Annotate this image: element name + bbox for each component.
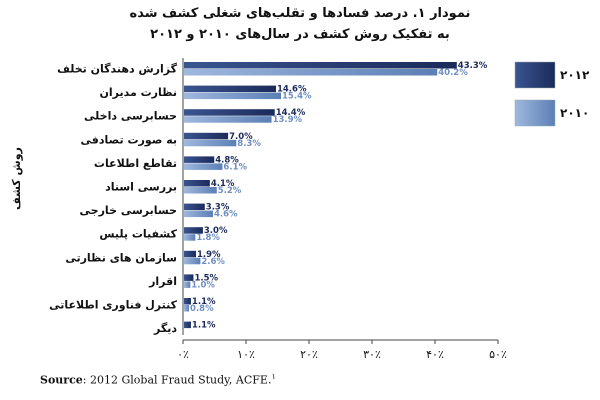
category-label: دیگر <box>153 322 177 335</box>
y-axis-label: روش کشف <box>10 147 23 210</box>
legend-label: ۲۰۱۰ <box>560 106 589 120</box>
category-label: به صورت تصادفی <box>81 133 177 146</box>
bar <box>184 139 237 147</box>
data-label: 3.3% <box>206 203 230 213</box>
category-label: سازمان های نظارتی <box>65 251 177 264</box>
data-label: 40.2% <box>438 68 468 78</box>
bar <box>184 321 191 329</box>
category-label: کشفیات پلیس <box>99 228 177 241</box>
bar <box>184 109 275 116</box>
data-label: 14.4% <box>276 108 306 118</box>
chart-subtitle: به تفکیک روش کشف در سال‌های ۲۰۱۰ و ۲۰۱۲ <box>150 27 450 42</box>
data-label: 1.1% <box>192 321 216 331</box>
bar <box>184 234 196 241</box>
category-label: حسابرسی خارجی <box>80 204 177 217</box>
data-label: 7.0% <box>229 132 253 142</box>
legend-swatch <box>514 99 556 127</box>
source-text: : 2012 Global Fraud Study, ACFE. <box>82 373 272 387</box>
bar <box>184 203 205 211</box>
data-label: 1.5% <box>194 273 218 283</box>
data-label: 8.3% <box>237 139 261 149</box>
data-label: 4.6% <box>214 210 238 220</box>
bar <box>184 250 196 258</box>
category-label: بررسی اسناد <box>105 181 177 194</box>
source-note: Source: 2012 Global Fraud Study, ACFE.۱ <box>40 372 276 387</box>
chart-title: نمودار ۱. درصد فسادها و تقلب‌های شغلی کش… <box>129 6 471 21</box>
legend-swatch <box>514 61 556 89</box>
bar <box>184 210 213 218</box>
data-label: 13.9% <box>273 115 303 125</box>
bar <box>184 257 201 265</box>
bar <box>184 116 272 123</box>
bar <box>184 85 276 93</box>
data-label: 5.2% <box>218 186 242 196</box>
category-label: گزارش دهندگان تخلف <box>57 63 177 76</box>
category-label: تقاطع اطلاعات <box>94 157 177 170</box>
data-label: 1.9% <box>197 250 221 260</box>
bar <box>184 92 282 100</box>
bar <box>184 305 190 312</box>
bar <box>184 69 438 76</box>
bar <box>184 180 210 187</box>
data-label: 15.4% <box>282 92 312 102</box>
x-tick-label: ۴۰٪ <box>426 348 444 361</box>
category-label: کنترل فناوری اطلاعاتی <box>49 299 177 312</box>
data-label: 6.1% <box>223 162 247 172</box>
data-label: 0.8% <box>190 304 214 314</box>
x-tick-label: ۳۰٪ <box>363 348 381 361</box>
data-label: 14.6% <box>277 85 307 95</box>
data-label: 1.0% <box>191 280 215 290</box>
bar <box>184 132 229 140</box>
x-tick-label: ۲۰٪ <box>300 348 318 361</box>
category-label: اقرار <box>148 275 177 288</box>
bar <box>184 274 194 281</box>
bar <box>184 187 217 194</box>
x-tick-label: ۱۰٪ <box>237 348 255 361</box>
data-label: 1.8% <box>196 233 220 243</box>
data-label: 43.3% <box>458 61 488 71</box>
data-label: 2.6% <box>201 257 225 267</box>
legend-label: ۲۰۱۲ <box>560 68 590 82</box>
data-label: 4.1% <box>211 179 235 189</box>
bar <box>184 281 191 288</box>
x-tick-label: ۵۰٪ <box>489 348 507 361</box>
data-label: 4.8% <box>215 155 239 165</box>
source-footnote: ۱ <box>271 372 276 381</box>
data-label: 3.0% <box>204 226 228 236</box>
bar <box>184 163 223 170</box>
bar <box>184 156 215 163</box>
data-label: 1.1% <box>192 297 216 307</box>
category-label: حسابرسی داخلی <box>84 110 177 123</box>
category-label: نظارت مدیران <box>100 86 178 99</box>
bar <box>184 298 191 305</box>
bar <box>184 62 457 69</box>
source-label: Source <box>40 373 83 387</box>
bar <box>184 227 203 234</box>
x-tick-label: ۰٪ <box>177 348 189 361</box>
